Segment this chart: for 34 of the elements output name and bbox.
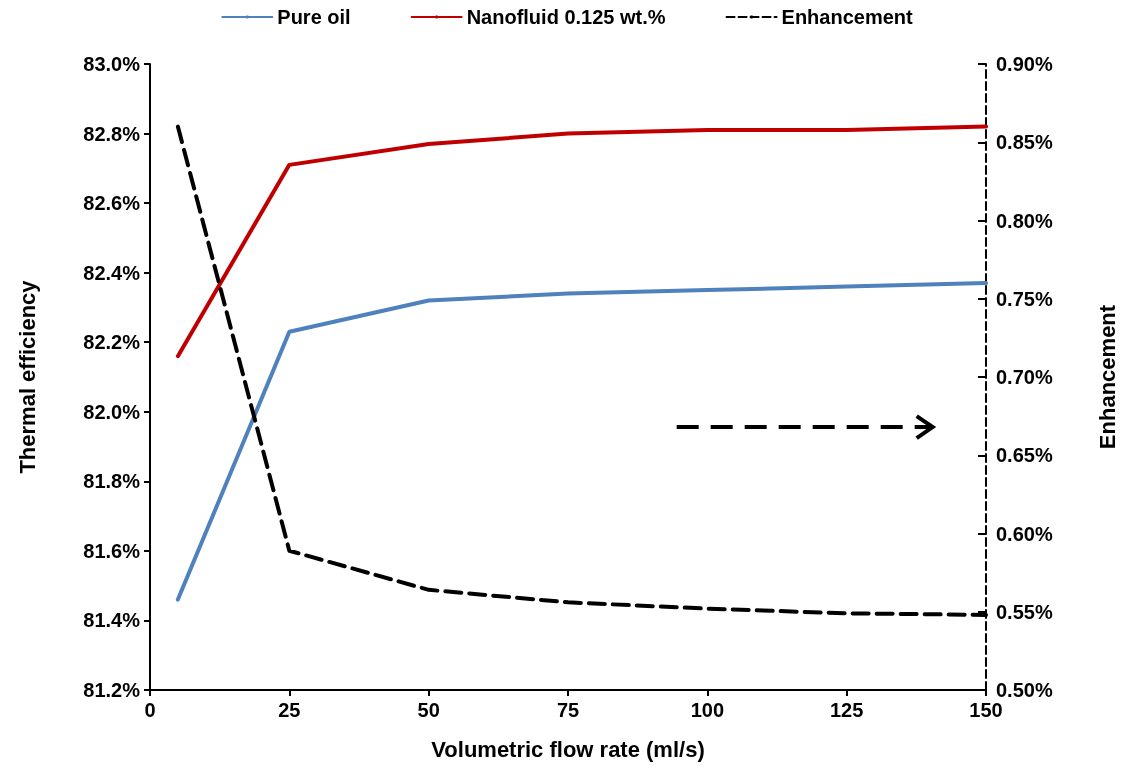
y-tick-label: 81.4% <box>83 609 141 632</box>
y2-tick-label: 0.80% <box>996 209 1053 232</box>
y2-tick-label: 0.90% <box>996 53 1053 75</box>
y-tick-label: 83.0% <box>83 53 141 75</box>
x-tick-label: 150 <box>969 699 1003 721</box>
x-tick-label: 100 <box>690 699 725 721</box>
legend-label: Enhancement <box>781 6 914 28</box>
line-series <box>175 124 988 359</box>
line-series <box>175 281 988 602</box>
y-axis-title: Thermal efficiency <box>14 279 40 474</box>
y2-tick-label: 0.70% <box>996 366 1053 388</box>
y-tick-label: 82.2% <box>83 331 141 354</box>
x-tick-label: 25 <box>278 699 301 721</box>
y-tick-label: 82.4% <box>83 261 141 284</box>
x-axis-title: Volumetric flow rate (ml/s) <box>431 736 705 762</box>
x-tick-label: 125 <box>829 699 864 721</box>
x-tick-label: 50 <box>417 699 440 721</box>
y-tick-label: 81.6% <box>83 539 141 562</box>
y2-tick-label: 0.65% <box>996 444 1053 467</box>
y2-axis-title: Enhancement <box>1094 304 1120 450</box>
y-tick-label: 81.8% <box>83 470 141 493</box>
y2-tick-label: 0.55% <box>996 600 1053 623</box>
y2-tick-label: 0.75% <box>996 287 1053 310</box>
legend-label: Nanofluid 0.125 wt.% <box>466 6 666 28</box>
y-tick-label: 82.0% <box>83 400 141 423</box>
y-tick-label: 82.8% <box>83 122 141 145</box>
legend-label: Pure oil <box>277 6 351 28</box>
y2-tick-label: 0.50% <box>996 679 1053 701</box>
y2-tick-label: 0.60% <box>996 522 1053 545</box>
x-tick-label: 0 <box>144 699 156 721</box>
y-tick-label: 81.2% <box>83 679 141 701</box>
y2-tick-label: 0.85% <box>996 131 1053 154</box>
x-tick-label: 75 <box>556 699 580 721</box>
y-tick-label: 82.6% <box>83 192 141 215</box>
